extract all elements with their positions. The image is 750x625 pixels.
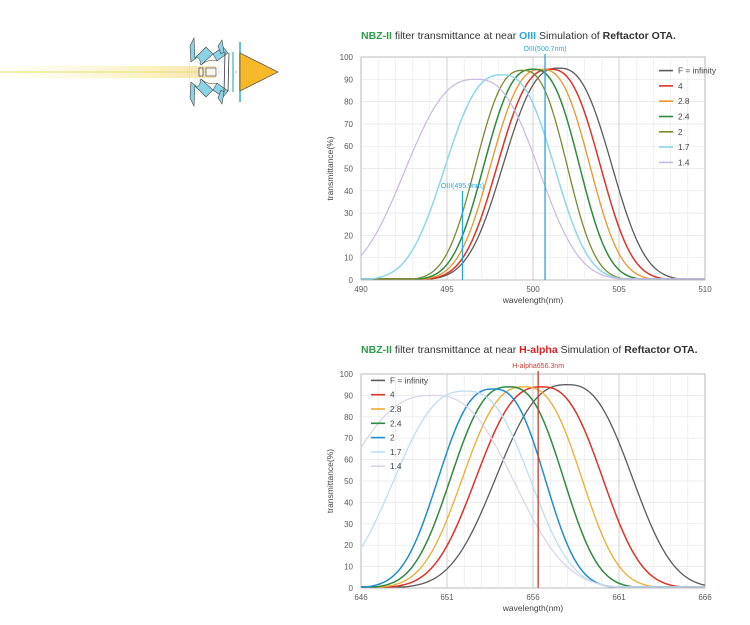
svg-text:50: 50 (344, 477, 353, 486)
svg-text:10: 10 (344, 254, 353, 263)
svg-text:20: 20 (344, 231, 353, 240)
svg-text:wavelength(nm): wavelength(nm) (502, 295, 564, 305)
svg-text:2: 2 (390, 433, 395, 443)
svg-text:OIII(500.7nm): OIII(500.7nm) (523, 46, 566, 53)
svg-text:0: 0 (349, 584, 354, 593)
svg-text:1.4: 1.4 (678, 157, 690, 167)
svg-text:510: 510 (698, 285, 712, 294)
svg-text:2: 2 (678, 127, 683, 137)
svg-text:100: 100 (340, 53, 354, 62)
svg-text:100: 100 (340, 370, 354, 379)
svg-text:90: 90 (344, 75, 353, 84)
svg-text:4: 4 (678, 81, 683, 91)
svg-text:transmittance(%): transmittance(%) (325, 136, 335, 200)
svg-text:2.4: 2.4 (390, 418, 402, 428)
svg-text:30: 30 (344, 520, 353, 529)
svg-text:90: 90 (344, 391, 353, 400)
svg-text:70: 70 (344, 120, 353, 129)
svg-text:80: 80 (344, 413, 353, 422)
svg-text:30: 30 (344, 209, 353, 218)
svg-text:490: 490 (354, 285, 368, 294)
svg-text:wavelength(nm): wavelength(nm) (502, 603, 564, 613)
svg-text:transmittance(%): transmittance(%) (325, 449, 335, 513)
svg-text:60: 60 (344, 142, 353, 151)
svg-text:2.8: 2.8 (390, 404, 402, 414)
svg-text:0: 0 (349, 276, 354, 285)
svg-text:10: 10 (344, 563, 353, 572)
svg-text:F = infinity: F = infinity (390, 375, 429, 385)
svg-text:666: 666 (698, 593, 712, 602)
svg-text:1.4: 1.4 (390, 461, 402, 471)
svg-text:661: 661 (612, 593, 626, 602)
svg-text:60: 60 (344, 456, 353, 465)
svg-text:656: 656 (526, 593, 540, 602)
svg-text:OIII(495.9nm): OIII(495.9nm) (441, 183, 484, 190)
svg-text:500: 500 (526, 285, 540, 294)
svg-text:1.7: 1.7 (390, 447, 402, 457)
svg-text:20: 20 (344, 541, 353, 550)
svg-text:2.4: 2.4 (678, 112, 690, 122)
svg-text:40: 40 (344, 498, 353, 507)
svg-text:70: 70 (344, 434, 353, 443)
svg-text:80: 80 (344, 98, 353, 107)
svg-text:4: 4 (390, 390, 395, 400)
svg-text:H-alpha656.3nm: H-alpha656.3nm (512, 363, 564, 370)
svg-text:505: 505 (612, 285, 626, 294)
svg-text:NBZ-II filter transmittance: NBZ-II filter transmittance at near OIII… (361, 30, 676, 42)
svg-text:NBZ-II filter transmittance: NBZ-II filter transmittance at near H-al… (361, 344, 698, 356)
svg-text:50: 50 (344, 165, 353, 174)
svg-text:40: 40 (344, 187, 353, 196)
svg-text:495: 495 (440, 285, 454, 294)
svg-text:646: 646 (354, 593, 368, 602)
svg-text:651: 651 (440, 593, 454, 602)
svg-text:2.8: 2.8 (678, 96, 690, 106)
svg-text:F = infinity: F = infinity (678, 66, 717, 76)
svg-text:1.7: 1.7 (678, 142, 690, 152)
